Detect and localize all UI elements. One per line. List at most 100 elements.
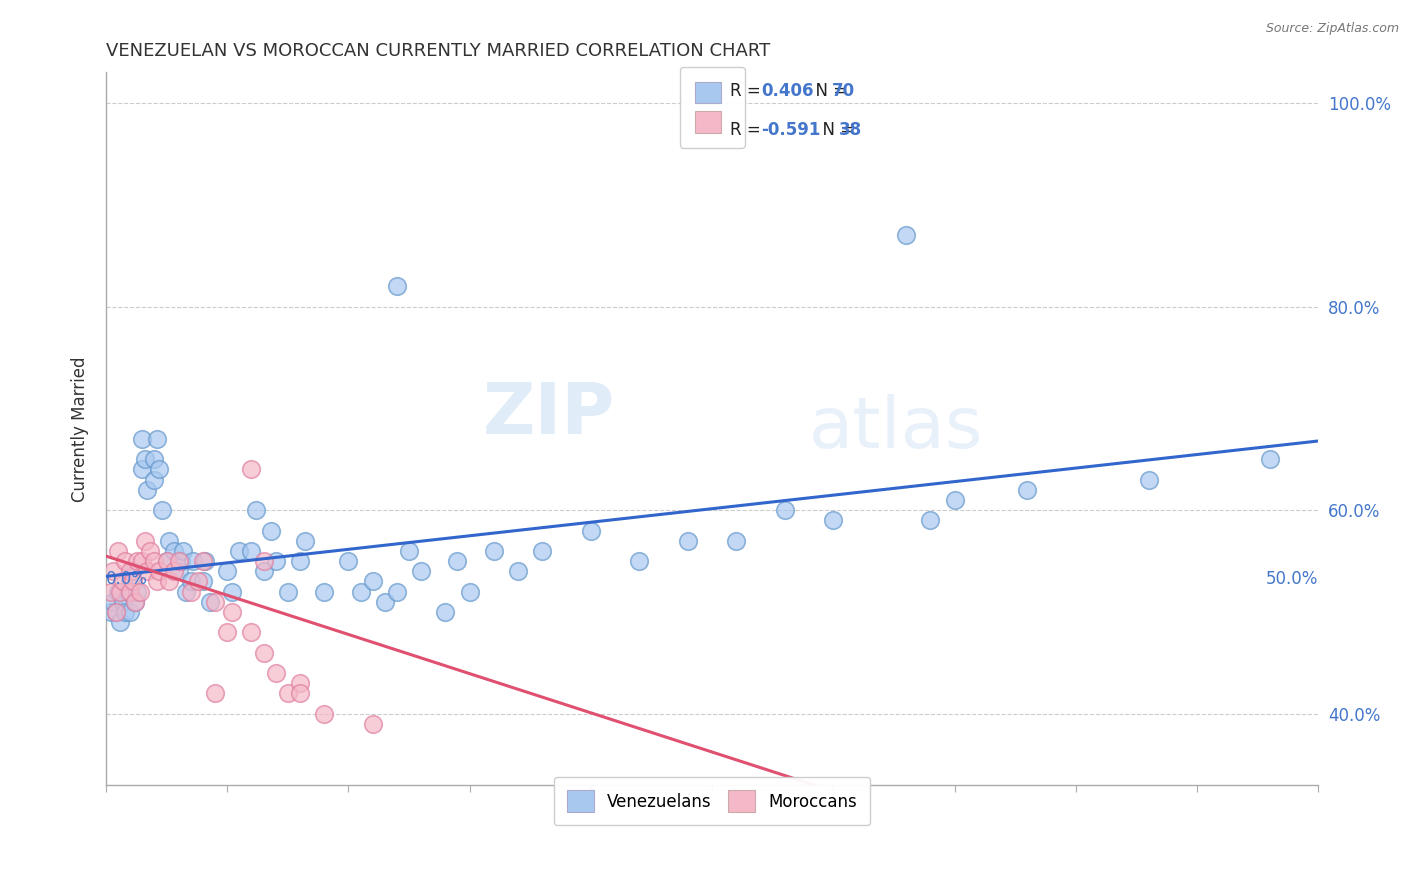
Point [652, 849, 675, 863]
Point [107, 544, 129, 558]
Point [120, 564, 142, 578]
Point [163, 564, 186, 578]
Point [121, 564, 143, 578]
Point [228, 544, 250, 558]
Point [110, 584, 132, 599]
Text: atlas: atlas [808, 394, 983, 463]
Point [136, 483, 159, 497]
Point [143, 554, 166, 568]
Point [725, 533, 748, 548]
Text: N =: N = [804, 82, 852, 100]
Point [181, 554, 204, 568]
Point [374, 789, 396, 803]
Point [260, 524, 283, 538]
Point [194, 554, 217, 568]
Point [198, 595, 221, 609]
Point [920, 513, 942, 527]
Point [155, 554, 177, 568]
Point [173, 544, 195, 558]
Text: 50.0%: 50.0% [1265, 570, 1319, 588]
Point [134, 533, 156, 548]
Point [150, 503, 173, 517]
Point [120, 584, 142, 599]
Point [191, 554, 214, 568]
Point [180, 584, 202, 599]
Point [628, 829, 651, 843]
Point [121, 574, 143, 589]
Point [127, 584, 149, 599]
Y-axis label: Currently Married: Currently Married [72, 356, 89, 501]
Point [398, 544, 420, 558]
Point [628, 554, 651, 568]
Text: 0.0%: 0.0% [105, 570, 148, 588]
Legend: Venezuelans, Moroccans: Venezuelans, Moroccans [554, 777, 870, 825]
Point [1017, 483, 1039, 497]
Point [314, 706, 336, 721]
Point [111, 595, 134, 609]
Point [100, 584, 122, 599]
Point [217, 625, 239, 640]
Text: R =: R = [730, 120, 766, 139]
Point [349, 584, 371, 599]
Text: VENEZUELAN VS MOROCCAN CURRENTLY MARRIED CORRELATION CHART: VENEZUELAN VS MOROCCAN CURRENTLY MARRIED… [105, 42, 770, 60]
Text: R =: R = [730, 82, 766, 100]
Text: -0.591: -0.591 [761, 120, 821, 139]
Point [252, 646, 274, 660]
Point [314, 584, 336, 599]
Point [163, 544, 186, 558]
Point [138, 544, 160, 558]
Point [174, 584, 197, 599]
Point [104, 605, 127, 619]
Point [191, 574, 214, 589]
Point [252, 564, 274, 578]
Point [482, 544, 505, 558]
Point [385, 279, 408, 293]
Point [100, 605, 122, 619]
Point [128, 584, 150, 599]
Point [101, 595, 124, 609]
Point [127, 554, 149, 568]
Point [124, 595, 146, 609]
Point [277, 584, 299, 599]
Point [131, 462, 153, 476]
Point [217, 564, 239, 578]
Point [1258, 452, 1281, 467]
Point [508, 564, 530, 578]
Point [146, 432, 169, 446]
Point [180, 574, 202, 589]
Point [114, 605, 136, 619]
Point [155, 554, 177, 568]
Point [411, 564, 433, 578]
Point [676, 533, 699, 548]
Point [434, 605, 457, 619]
Point [240, 544, 263, 558]
Text: Source: ZipAtlas.com: Source: ZipAtlas.com [1265, 22, 1399, 36]
Point [114, 554, 136, 568]
Point [652, 859, 675, 873]
Point [252, 554, 274, 568]
Point [143, 452, 166, 467]
Point [136, 564, 159, 578]
Point [288, 686, 311, 700]
Point [245, 503, 267, 517]
Point [240, 462, 263, 476]
Point [157, 533, 180, 548]
Point [120, 574, 142, 589]
Point [120, 584, 142, 599]
Point [107, 584, 129, 599]
Point [131, 432, 153, 446]
Point [157, 574, 180, 589]
Point [221, 605, 243, 619]
Point [531, 544, 554, 558]
Point [385, 584, 408, 599]
Point [167, 564, 190, 578]
Point [823, 513, 845, 527]
Text: ZIP: ZIP [482, 380, 614, 449]
Text: 70: 70 [831, 82, 855, 100]
Point [204, 686, 226, 700]
Text: 38: 38 [838, 120, 862, 139]
Point [143, 473, 166, 487]
Point [361, 574, 384, 589]
Point [148, 462, 170, 476]
Point [264, 554, 287, 568]
